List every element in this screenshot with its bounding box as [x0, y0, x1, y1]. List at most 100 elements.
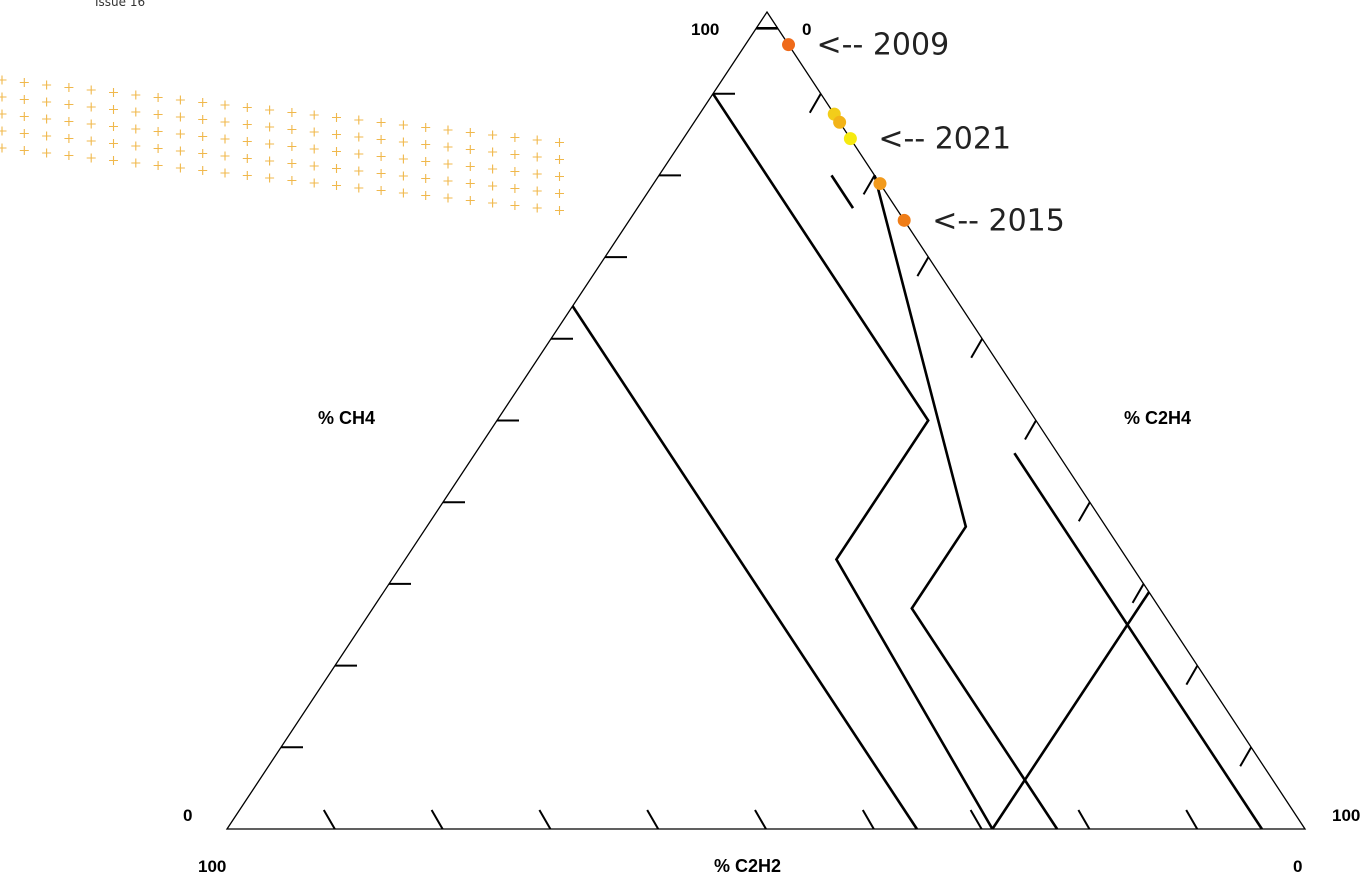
ch4-max-label: 100 [691, 20, 719, 39]
c2h2-tick [861, 809, 875, 830]
cross-mark [19, 129, 29, 138]
cross-mark [175, 95, 185, 105]
cross-mark [421, 123, 431, 132]
c2h2-tick [969, 809, 983, 830]
c2h2-max-label: 100 [198, 857, 226, 876]
cross-mark [532, 203, 542, 213]
cross-mark [354, 183, 364, 193]
c2h4-tick [970, 338, 984, 359]
cross-mark [376, 118, 386, 127]
cross-mark [465, 196, 475, 205]
year-annotations: <-- 2009 <-- 2021 <-- 2015 [817, 28, 1065, 239]
cross-mark [398, 188, 408, 198]
cross-mark [488, 130, 498, 140]
c2h4-tick [1077, 501, 1091, 522]
cross-mark [465, 128, 475, 137]
zone-boundary-line [873, 175, 1059, 830]
c2h2-tick [1077, 809, 1091, 830]
cross-mark [287, 176, 297, 185]
cross-mark [86, 85, 96, 95]
cross-mark [354, 132, 364, 142]
cross-mark [19, 95, 29, 104]
cross-mark [175, 129, 185, 139]
cross-mark [309, 127, 319, 137]
c2h4-min-label: 0 [802, 20, 811, 39]
cross-mark [265, 173, 275, 183]
cross-mark [220, 100, 230, 110]
cross-mark [555, 138, 564, 147]
cross-mark [488, 181, 498, 191]
cross-mark [64, 83, 74, 92]
cross-mark [0, 126, 7, 136]
zone-boundary-line [991, 591, 1151, 830]
cross-mark [153, 144, 163, 153]
cross-mark [198, 149, 208, 158]
cross-mark [398, 120, 408, 130]
cross-mark [242, 171, 252, 180]
cross-mark [198, 166, 208, 175]
c2h4-tick [916, 256, 930, 277]
cross-mark [220, 168, 230, 178]
cross-mark [510, 201, 520, 210]
cross-mark [153, 93, 163, 102]
cross-mark [443, 159, 453, 169]
cross-mark [265, 139, 275, 149]
cross-mark [64, 100, 74, 109]
annotation-2009: <-- 2009 [817, 28, 950, 63]
cross-mark [309, 110, 319, 120]
cross-mark [242, 137, 252, 146]
c2h4-tick [1131, 583, 1145, 604]
cross-mark [242, 154, 252, 163]
c2h2-tick [322, 809, 336, 830]
cross-mark [64, 151, 74, 160]
cross-mark [532, 152, 542, 162]
cross-mark [555, 172, 564, 181]
cross-mark [332, 130, 341, 139]
cross-mark [309, 161, 319, 171]
issue-label: Issue 16 [95, 0, 146, 9]
cross-mark [42, 131, 52, 141]
cross-mark [131, 90, 141, 100]
c2h4-tick [1239, 746, 1253, 767]
cross-mark [376, 186, 386, 195]
cross-mark [220, 117, 230, 127]
c2h2-axis-label: % C2H2 [714, 856, 781, 876]
data-points [782, 38, 911, 227]
cross-mark [421, 140, 431, 149]
cross-mark [354, 166, 364, 176]
cross-mark [287, 159, 297, 168]
cross-mark [309, 144, 319, 154]
cross-mark [443, 142, 453, 152]
cross-mark [354, 149, 364, 159]
cross-mark [465, 179, 475, 188]
zone-boundary-line [711, 92, 994, 830]
cross-mark [19, 146, 29, 155]
cross-mark [42, 80, 52, 90]
cross-mark [220, 151, 230, 161]
c2h4-max-label: 100 [1332, 806, 1360, 825]
c2h4-tick [862, 174, 876, 195]
zone-boundary-line [830, 174, 855, 209]
decorative-cross-pattern [0, 75, 564, 215]
cross-mark [287, 125, 297, 134]
cross-mark [465, 145, 475, 154]
cross-mark [398, 171, 408, 181]
cross-mark [332, 181, 341, 190]
annotation-2015: <-- 2015 [932, 203, 1065, 238]
cross-mark [19, 78, 29, 87]
cross-mark [0, 109, 7, 119]
zone-boundary-line [571, 305, 918, 830]
c2h2-tick [754, 809, 767, 830]
cross-mark [109, 156, 118, 165]
cross-mark [131, 158, 141, 168]
cross-mark [175, 163, 185, 173]
cross-mark [153, 161, 163, 170]
cross-mark [421, 157, 431, 166]
c2h4-tick [1185, 665, 1199, 686]
c2h4-axis-label: % C2H4 [1124, 408, 1191, 428]
cross-mark [153, 127, 163, 136]
cross-mark [131, 124, 141, 134]
cross-mark [198, 132, 208, 141]
cross-mark [175, 112, 185, 122]
